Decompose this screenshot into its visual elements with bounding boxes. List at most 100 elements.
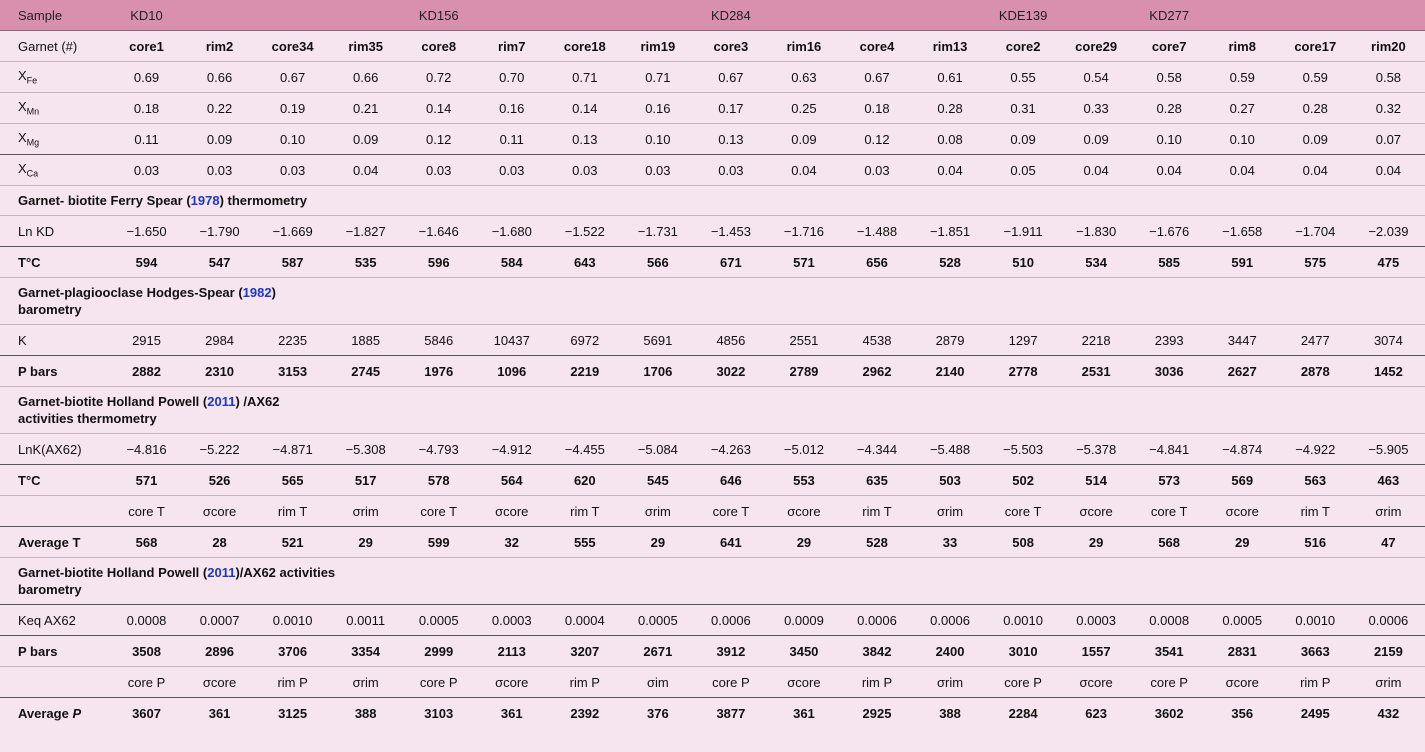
garnet-id: rim2 (183, 30, 257, 62)
composition-value: 0.71 (621, 61, 695, 93)
cell-value: 28 (183, 526, 257, 558)
cell-value: −1.669 (256, 215, 330, 247)
cell-value: 0.0006 (694, 604, 768, 636)
sample-name (475, 0, 549, 31)
cell-value: 584 (475, 246, 549, 278)
cell-value: 594 (110, 246, 184, 278)
cell-value: 29 (767, 526, 841, 558)
row-label: Average P (0, 697, 110, 728)
cell-value: 2219 (548, 355, 622, 387)
cell-value: 575 (1278, 246, 1352, 278)
composition-value: 0.21 (329, 92, 403, 124)
composition-label: XMn (0, 92, 110, 124)
cell-value: rim P (256, 666, 330, 698)
reference-link[interactable]: 1982 (242, 285, 272, 300)
section-title-text: ) thermometry (219, 193, 307, 208)
row-label-text: LnK(AX62) (18, 441, 82, 457)
cell-value: 2879 (913, 324, 987, 356)
cell-value: 2235 (256, 324, 330, 356)
sample-name: KD284 (694, 0, 768, 31)
composition-value: 0.19 (256, 92, 330, 124)
cell-value: 3602 (1132, 697, 1206, 728)
cell-value: σcore (767, 495, 841, 527)
cell-value: 361 (475, 697, 549, 728)
row-label: K (0, 324, 110, 356)
cell-value: 568 (110, 526, 184, 558)
composition-value: 0.09 (1059, 123, 1133, 155)
cell-value: 671 (694, 246, 768, 278)
cell-value: 547 (183, 246, 257, 278)
composition-value: 0.04 (329, 154, 403, 186)
cell-value: −1.704 (1278, 215, 1352, 247)
section-title-text: Garnet-biotite Holland Powell ( (18, 394, 208, 409)
composition-value: 0.17 (694, 92, 768, 124)
composition-value: 0.09 (329, 123, 403, 155)
temperature-row: T°C 571 526 565 517 578 564 620 545 646 553 635 503 5… (0, 464, 1425, 496)
section-title: Garnet-plagiooclase Hodges-Spear (1982) … (18, 284, 338, 318)
composition-value: 0.27 (1205, 92, 1279, 124)
cell-value: core P (694, 666, 768, 698)
section-heading: Garnet-plagiooclase Hodges-Spear (1982) … (0, 277, 1425, 325)
average-t-row: Average T 568 28 521 29 599 32 555 29 641 29 528 33 5… (0, 526, 1425, 558)
composition-value: 0.14 (402, 92, 476, 124)
cell-value: 585 (1132, 246, 1206, 278)
reference-link[interactable]: 2011 (207, 565, 236, 580)
cell-value: 563 (1278, 464, 1352, 496)
cell-value: 5691 (621, 324, 695, 356)
row-label-text: K (18, 332, 27, 348)
cell-value: 2789 (767, 355, 841, 387)
sample-name (183, 0, 257, 31)
cell-value: 2113 (475, 635, 549, 667)
composition-value: 0.55 (986, 61, 1060, 93)
composition-label: XFe (0, 61, 110, 93)
row-label (0, 666, 110, 698)
cell-value: 3103 (402, 697, 476, 728)
composition-value: 0.70 (475, 61, 549, 93)
reference-link[interactable]: 1978 (190, 193, 220, 208)
cell-value: 565 (256, 464, 330, 496)
cell-value: 361 (767, 697, 841, 728)
cell-value: 528 (913, 246, 987, 278)
cell-value: rim T (1278, 495, 1352, 527)
cell-value: rim P (1278, 666, 1352, 698)
composition-value: 0.61 (913, 61, 987, 93)
cell-value: σcore (1059, 666, 1133, 698)
cell-value: 0.0003 (1059, 604, 1133, 636)
composition-value: 0.04 (1132, 154, 1206, 186)
cell-value: 503 (913, 464, 987, 496)
sample-name (840, 0, 914, 31)
cell-value: −1.731 (621, 215, 695, 247)
composition-value: 0.03 (256, 154, 330, 186)
cell-value: −5.222 (183, 433, 257, 465)
cell-value: σrim (913, 666, 987, 698)
cell-value: 643 (548, 246, 622, 278)
cell-value: 573 (1132, 464, 1206, 496)
section-title-text: Garnet- biotite Ferry Spear ( (18, 193, 191, 208)
composition-value: 0.03 (621, 154, 695, 186)
garnet-data-table: Sample KD10 KD156 KD284 KDE139 KD277 Garnet (#… (0, 0, 1425, 728)
composition-value: 0.59 (1278, 61, 1352, 93)
cell-value: 0.0006 (840, 604, 914, 636)
cell-value: 2551 (767, 324, 841, 356)
composition-row: XFe 0.69 0.66 0.67 0.66 0.72 0.70 0.71 0.71 0.67 0… (0, 61, 1425, 93)
composition-row: XMg 0.11 0.09 0.10 0.09 0.12 0.11 0.13 0.10 0.13 0… (0, 123, 1425, 155)
sample-name (329, 0, 403, 31)
composition-value: 0.69 (110, 61, 184, 93)
cell-value: −1.851 (913, 215, 987, 247)
cell-value: core T (110, 495, 184, 527)
composition-value: 0.67 (694, 61, 768, 93)
row-label: T°C (0, 464, 110, 496)
cell-value: −1.790 (183, 215, 257, 247)
cell-value: 2671 (621, 635, 695, 667)
row-label-text: Average (18, 705, 69, 721)
cell-value: 3447 (1205, 324, 1279, 356)
row-label-text: T°C (18, 472, 41, 488)
section-title-text: ) /AX62 activities thermometry (18, 394, 280, 426)
cell-value: −1.488 (840, 215, 914, 247)
composition-value: 0.07 (1351, 123, 1425, 155)
reference-link[interactable]: 2011 (207, 394, 236, 409)
composition-value: 0.09 (1278, 123, 1352, 155)
cell-value: σcore (183, 495, 257, 527)
temperature-row: T°C 594 547 587 535 596 584 643 566 671 571 656 528 5… (0, 246, 1425, 278)
